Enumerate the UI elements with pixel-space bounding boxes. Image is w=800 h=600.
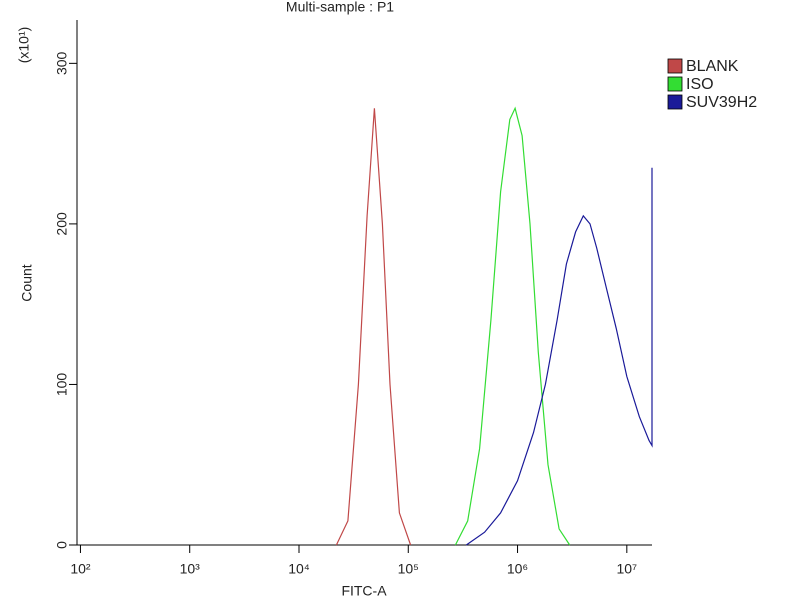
y-tick-label: 100	[54, 373, 70, 397]
legend-label: ISO	[686, 76, 714, 93]
legend-swatch	[667, 94, 683, 110]
x-tick-label: 10⁷	[616, 561, 637, 577]
legend-swatch	[667, 76, 683, 92]
x-axis-label: FITC-A	[341, 583, 387, 599]
y-tick-label: 300	[54, 51, 70, 75]
x-tick-label: 10⁴	[288, 561, 310, 577]
x-tick-label: 10⁵	[398, 561, 419, 577]
legend-label: SUV39H2	[686, 94, 757, 111]
chart-title: Multi-sample : P1	[286, 0, 394, 15]
y-axis-unit: (x10¹)	[16, 27, 32, 64]
y-tick-label: 200	[54, 212, 70, 236]
legend-label: BLANK	[686, 58, 739, 75]
x-tick-label: 10⁶	[507, 561, 528, 577]
legend-swatch	[667, 58, 683, 74]
series-line	[454, 106, 571, 546]
y-tick-label: 0	[54, 541, 70, 549]
x-tick-label: 10²	[70, 561, 91, 577]
series-line	[335, 108, 412, 546]
x-tick-label: 10³	[180, 561, 201, 577]
series-line	[465, 167, 653, 546]
y-axis-label: Count	[19, 264, 35, 301]
